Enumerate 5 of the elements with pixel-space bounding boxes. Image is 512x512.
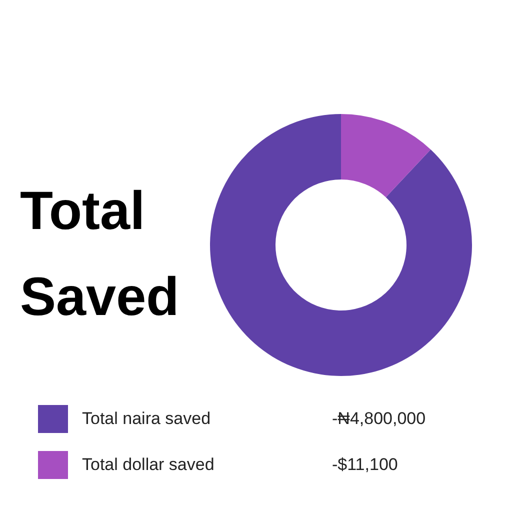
legend-label: Total dollar saved [82,455,216,475]
legend-label: Total naira saved [82,409,212,429]
text: -$11,100 [332,455,398,475]
text: Total Saved [20,180,180,329]
text: -₦4,800,000 [332,409,426,429]
